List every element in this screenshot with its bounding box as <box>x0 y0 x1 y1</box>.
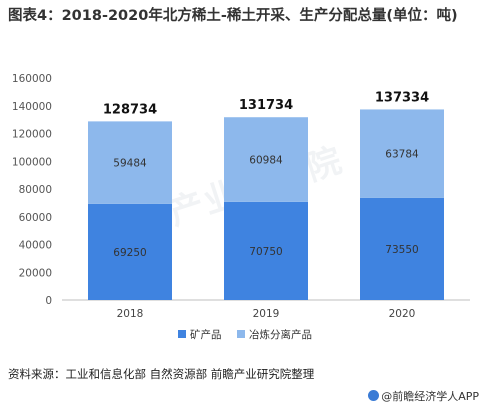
y-tick-label: 60000 <box>19 212 52 224</box>
bar-segment-smelting-2018 <box>88 121 172 204</box>
bar-segment-smelting-2020 <box>360 109 444 198</box>
bar-total-label: 137334 <box>375 90 429 105</box>
bar-value-label: 73550 <box>385 244 418 256</box>
bar-total-label: 131734 <box>239 98 293 113</box>
legend-swatch-smelting <box>237 330 245 338</box>
bar-total-label: 128734 <box>103 102 157 117</box>
y-tick-label: 160000 <box>12 73 52 85</box>
x-tick-label: 2018 <box>117 308 144 320</box>
y-tick-label: 100000 <box>12 156 52 168</box>
chart-title: 图表4：2018-2020年北方稀土-稀土开采、生产分配总量(单位：吨) <box>8 8 458 24</box>
chart-area: 0 20000 40000 60000 80000 100000 120000 140000 1… <box>0 60 485 350</box>
y-tick-label: 120000 <box>12 129 52 141</box>
y-tick-label: 40000 <box>19 240 52 252</box>
bar-segment-mineral-2019 <box>224 201 308 300</box>
bar-value-label: 63784 <box>385 149 419 161</box>
x-tick-label: 2020 <box>389 308 416 320</box>
brand-text: @前瞻经济学人APP <box>381 390 479 403</box>
bar-value-label: 60984 <box>249 155 283 167</box>
y-tick-label: 80000 <box>19 184 52 196</box>
y-tick-label: 20000 <box>19 267 52 279</box>
legend-label-mineral: 矿产品 <box>190 328 222 341</box>
y-tick-label: 0 <box>45 295 52 307</box>
y-tick-label: 140000 <box>12 101 52 113</box>
bar-value-label: 69250 <box>113 247 146 259</box>
bar-value-label: 59484 <box>113 158 147 170</box>
bar-value-label: 70750 <box>249 246 282 258</box>
bar-segment-mineral-2018 <box>88 203 172 300</box>
bar-segment-mineral-2020 <box>360 197 444 300</box>
legend-label-smelting: 冶炼分离产品 <box>249 328 312 341</box>
bar-segment-smelting-2019 <box>224 117 308 202</box>
x-tick-label: 2019 <box>253 308 280 320</box>
brand-label: @前瞻经济学人APP <box>368 388 479 404</box>
stacked-bar-chart: 0 20000 40000 60000 80000 100000 120000 140000 1… <box>12 73 470 341</box>
brand-logo-icon <box>368 390 380 401</box>
source-note: 资料来源：工业和信息化部 自然资源部 前瞻产业研究院整理 <box>8 367 315 381</box>
legend-swatch-mineral <box>178 330 186 338</box>
